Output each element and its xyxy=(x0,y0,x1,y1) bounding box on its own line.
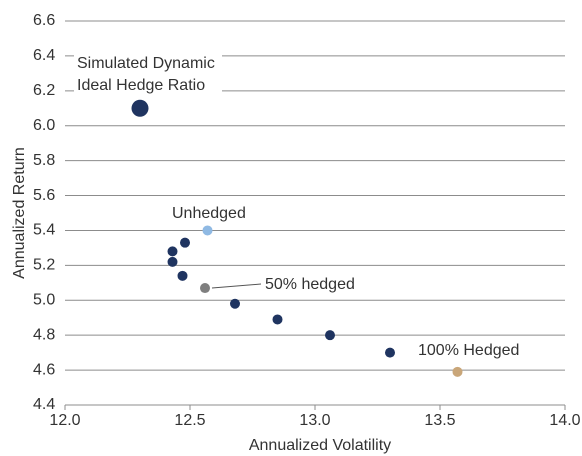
point xyxy=(167,246,178,257)
annotation: 100% Hedged xyxy=(418,342,519,359)
y-tick-label: 6.6 xyxy=(33,12,55,29)
y-tick-label: 4.8 xyxy=(33,326,55,343)
y-tick-label: 5.6 xyxy=(33,187,55,204)
y-tick-label: 5.2 xyxy=(33,257,55,274)
point xyxy=(230,298,240,309)
x-axis-label: Annualized Volatility xyxy=(249,437,391,454)
point xyxy=(131,99,149,117)
point xyxy=(452,366,463,377)
point xyxy=(202,225,213,236)
y-tick-label: 5.8 xyxy=(33,152,55,169)
annotation: 50% hedged xyxy=(265,276,355,293)
point xyxy=(385,347,395,358)
y-tick-label: 6.4 xyxy=(33,47,55,64)
x-tick-label: 13.5 xyxy=(424,412,455,429)
x-tick-label: 13.0 xyxy=(299,412,330,429)
y-tick-label: 5.4 xyxy=(33,222,55,239)
point xyxy=(200,283,210,294)
y-tick-label: 4.6 xyxy=(33,361,55,378)
point xyxy=(180,237,190,248)
x-tick-label: 12.5 xyxy=(174,412,205,429)
annotation: Unhedged xyxy=(172,205,246,222)
point xyxy=(325,330,335,341)
x-tick-label: 12.0 xyxy=(49,412,80,429)
point xyxy=(272,314,283,325)
x-tick-label: 14.0 xyxy=(549,412,580,429)
y-tick-label: 6.2 xyxy=(33,82,55,99)
label-background xyxy=(74,52,222,94)
point xyxy=(177,270,188,281)
y-tick-label: 4.4 xyxy=(33,396,55,413)
leader-line xyxy=(211,283,262,289)
annotation: Ideal Hedge Ratio xyxy=(77,77,205,94)
y-tick-label: 6.0 xyxy=(33,117,55,134)
annotation: Simulated Dynamic xyxy=(77,55,215,72)
y-axis-label: Annualized Return xyxy=(11,147,28,279)
y-tick-label: 5.0 xyxy=(33,291,55,308)
point xyxy=(167,256,178,267)
